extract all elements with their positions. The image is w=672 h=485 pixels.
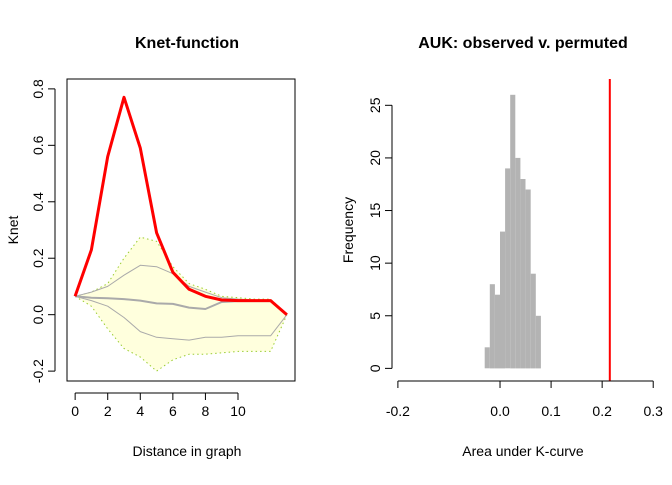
auk-x-tick-label: 0.1 bbox=[541, 403, 561, 419]
auk-histogram-bar bbox=[500, 231, 506, 369]
knet-x-tick-label: 6 bbox=[169, 403, 177, 419]
auk-histogram-bar bbox=[535, 315, 541, 369]
auk-plot-area bbox=[484, 79, 611, 381]
knet-panel: Knet-function 0 2 4 6 8 10 -0.2 0.0 0.2 0.4 0.6 0.… bbox=[5, 35, 296, 459]
knet-envelope-fill bbox=[75, 237, 287, 372]
knet-envelope-lower bbox=[74, 295, 288, 372]
knet-y-axis: -0.2 0.0 0.2 0.4 0.6 0.8 bbox=[30, 79, 56, 383]
knet-x-tick-label: 10 bbox=[230, 403, 246, 419]
knet-y-tick-label: 0.8 bbox=[30, 79, 46, 99]
knet-y-tick-label: 0.0 bbox=[30, 305, 46, 325]
auk-y-tick-label: 0 bbox=[367, 364, 383, 372]
knet-line-observed bbox=[73, 95, 288, 316]
auk-y-tick-label: 20 bbox=[367, 150, 383, 166]
auk-y-tick-label: 5 bbox=[367, 312, 383, 320]
auk-y-tick-label: 10 bbox=[367, 255, 383, 271]
knet-plot-box bbox=[66, 78, 296, 382]
auk-histogram-bar bbox=[505, 168, 511, 369]
auk-histogram-bar bbox=[494, 294, 500, 369]
auk-histogram-bar bbox=[510, 94, 516, 369]
knet-x-tick-label: 8 bbox=[202, 403, 210, 419]
knet-y-tick-label: -0.2 bbox=[30, 359, 46, 383]
auk-x-tick-label: 0.3 bbox=[643, 403, 663, 419]
auk-title: AUK: observed v. permuted bbox=[418, 35, 628, 52]
auk-y-label: Frequency bbox=[340, 197, 356, 263]
auk-panel: AUK: observed v. permuted -0.2 0.0 0.1 0.2 0… bbox=[340, 35, 663, 459]
auk-y-tick-label: 15 bbox=[367, 203, 383, 219]
knet-y-tick-label: 0.2 bbox=[30, 248, 46, 268]
auk-x-label: Area under K-curve bbox=[462, 443, 584, 459]
auk-histogram-bar bbox=[530, 273, 536, 369]
auk-histogram-bar bbox=[520, 179, 526, 369]
auk-x-tick-label: 0.2 bbox=[592, 403, 612, 419]
knet-y-label: Knet bbox=[5, 215, 21, 244]
knet-line-permuted-lower bbox=[74, 295, 288, 341]
auk-histogram-bar bbox=[515, 157, 521, 369]
auk-x-tick-label: 0.0 bbox=[490, 403, 510, 419]
auk-histogram-bar bbox=[489, 284, 495, 369]
auk-histogram-bar bbox=[484, 347, 490, 369]
auk-histogram-bar bbox=[525, 189, 531, 369]
knet-x-tick-label: 4 bbox=[136, 403, 144, 419]
auk-y-tick-label: 25 bbox=[367, 97, 383, 113]
knet-y-tick-label: 0.6 bbox=[30, 135, 46, 155]
auk-x-axis: -0.2 0.0 0.1 0.2 0.3 bbox=[386, 380, 663, 419]
auk-y-axis: 0 5 10 15 20 25 bbox=[367, 97, 393, 372]
knet-x-axis: 0 2 4 6 8 10 bbox=[71, 392, 246, 419]
knet-y-tick-label: 0.4 bbox=[30, 192, 46, 212]
auk-x-tick-label: -0.2 bbox=[386, 403, 410, 419]
knet-title: Knet-function bbox=[135, 35, 239, 52]
knet-x-tick-label: 0 bbox=[71, 403, 79, 419]
knet-x-label: Distance in graph bbox=[133, 443, 242, 459]
knet-plot-area bbox=[73, 95, 288, 372]
knet-x-tick-label: 2 bbox=[104, 403, 112, 419]
